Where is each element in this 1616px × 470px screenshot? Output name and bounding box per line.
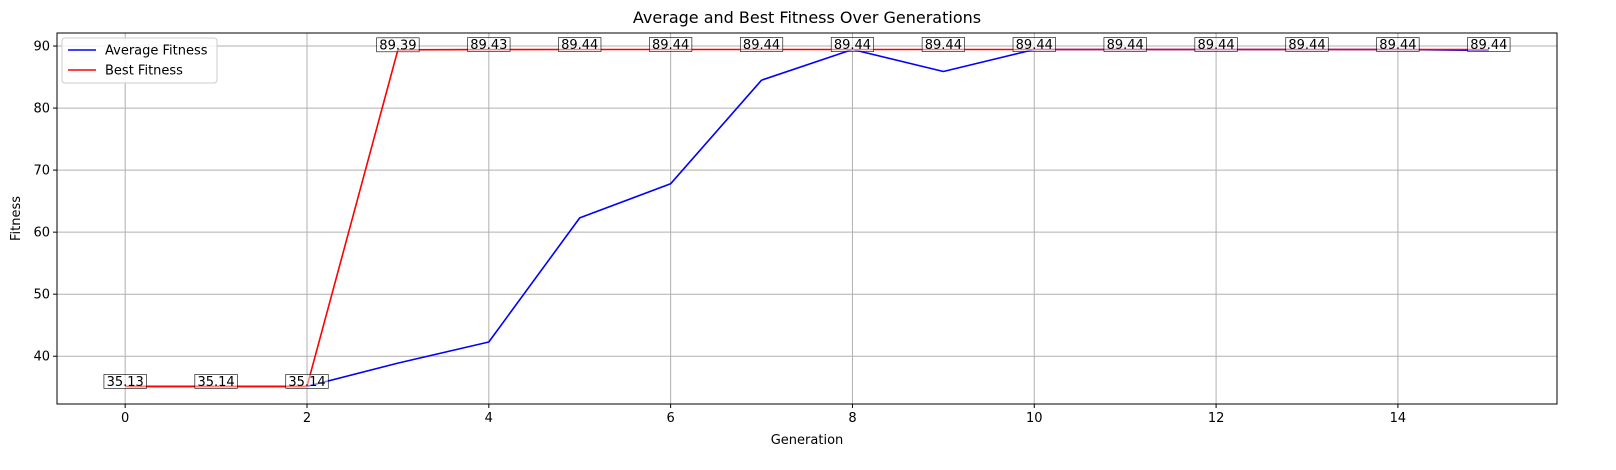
series-line-1 (125, 48, 1489, 388)
data-label-box (285, 374, 329, 389)
y-tick-label: 40 (33, 350, 50, 365)
data-label: 89.44 (1285, 37, 1329, 53)
data-label: 89.39 (376, 37, 420, 53)
legend: Average Fitness Best Fitness (61, 37, 218, 84)
data-label-box (739, 37, 784, 52)
data-label-box (1376, 37, 1420, 52)
data-label-text: 89.44 (743, 38, 780, 53)
x-tick-label: 14 (1390, 411, 1407, 426)
data-label-text: 89.44 (925, 38, 962, 53)
data-label-text: 89.44 (1288, 38, 1325, 53)
data-label-box (467, 37, 511, 52)
x-tick-label: 12 (1208, 411, 1225, 426)
grid (57, 33, 1557, 404)
data-label-text: 89.44 (1379, 38, 1416, 53)
y-tick-label: 60 (33, 226, 50, 241)
data-label-text: 89.39 (379, 38, 416, 53)
data-label: 89.44 (921, 37, 965, 53)
data-label-text: 89.43 (470, 38, 507, 53)
data-label-box (1103, 37, 1147, 52)
data-label-text: 89.44 (1107, 38, 1144, 53)
x-tick-label: 2 (303, 411, 311, 426)
data-label: 89.44 (1103, 37, 1147, 53)
x-tick-label: 6 (666, 411, 674, 426)
data-label-box (376, 37, 420, 53)
data-label: 89.44 (649, 37, 693, 53)
x-tick-label: 8 (848, 411, 856, 426)
data-label: 89.44 (558, 37, 602, 53)
y-tick-label: 90 (33, 40, 50, 55)
series-line-0 (125, 48, 1489, 388)
legend-label-1: Best Fitness (105, 64, 183, 79)
data-label-text: 89.44 (561, 38, 598, 53)
data-label-text: 89.44 (652, 38, 689, 53)
data-label: 89.44 (1376, 37, 1420, 53)
x-tick-label: 4 (485, 411, 493, 426)
data-label-box (1285, 37, 1329, 52)
data-label-box (558, 37, 602, 52)
data-label: 89.44 (739, 37, 784, 53)
data-label-box (830, 37, 875, 52)
data-label-box (921, 37, 965, 52)
data-labels: 35.13 35.14 35.14 89.39 89.43 89.44 89.44 89.44… (103, 37, 1511, 390)
y-tick-label: 80 (33, 102, 50, 117)
data-label-text: 89.44 (834, 38, 871, 53)
data-label-text: 35.14 (288, 375, 325, 390)
data-label: 35.13 (103, 374, 147, 390)
data-label-box (1194, 37, 1238, 52)
chart-title: Average and Best Fitness Over Generation… (633, 8, 981, 27)
data-label: 35.14 (285, 374, 329, 390)
x-tick-label: 0 (121, 411, 129, 426)
series-lines (125, 48, 1489, 388)
x-axis-title: Generation (771, 433, 844, 448)
data-label: 89.44 (830, 37, 875, 53)
legend-label-0: Average Fitness (105, 44, 208, 59)
data-label: 35.14 (194, 374, 238, 390)
axis-ticks: 0 2 4 6 8 10 12 14 40 50 60 70 80 90 (33, 40, 1406, 426)
data-label-text: 89.44 (1197, 38, 1234, 53)
data-label-text: 35.14 (197, 375, 234, 390)
plot-frame (56, 32, 1558, 405)
data-label: 89.44 (1194, 37, 1238, 53)
data-label-text: 89.44 (1470, 38, 1507, 53)
data-label-text: 35.13 (107, 375, 144, 390)
data-label-text: 89.44 (1016, 38, 1053, 53)
data-label-box (103, 374, 147, 389)
y-tick-label: 50 (33, 288, 50, 303)
data-label: 89.44 (1467, 37, 1511, 53)
data-label-box (194, 374, 238, 389)
data-label: 89.44 (1012, 37, 1056, 53)
legend-frame (61, 37, 218, 84)
y-axis-title: Fitness (9, 196, 24, 241)
y-tick-label: 70 (33, 164, 50, 179)
data-label: 89.43 (467, 37, 511, 53)
data-label-box (1467, 37, 1511, 52)
x-tick-label: 10 (1026, 411, 1043, 426)
data-label-box (649, 37, 693, 52)
data-label-box (1012, 37, 1056, 52)
